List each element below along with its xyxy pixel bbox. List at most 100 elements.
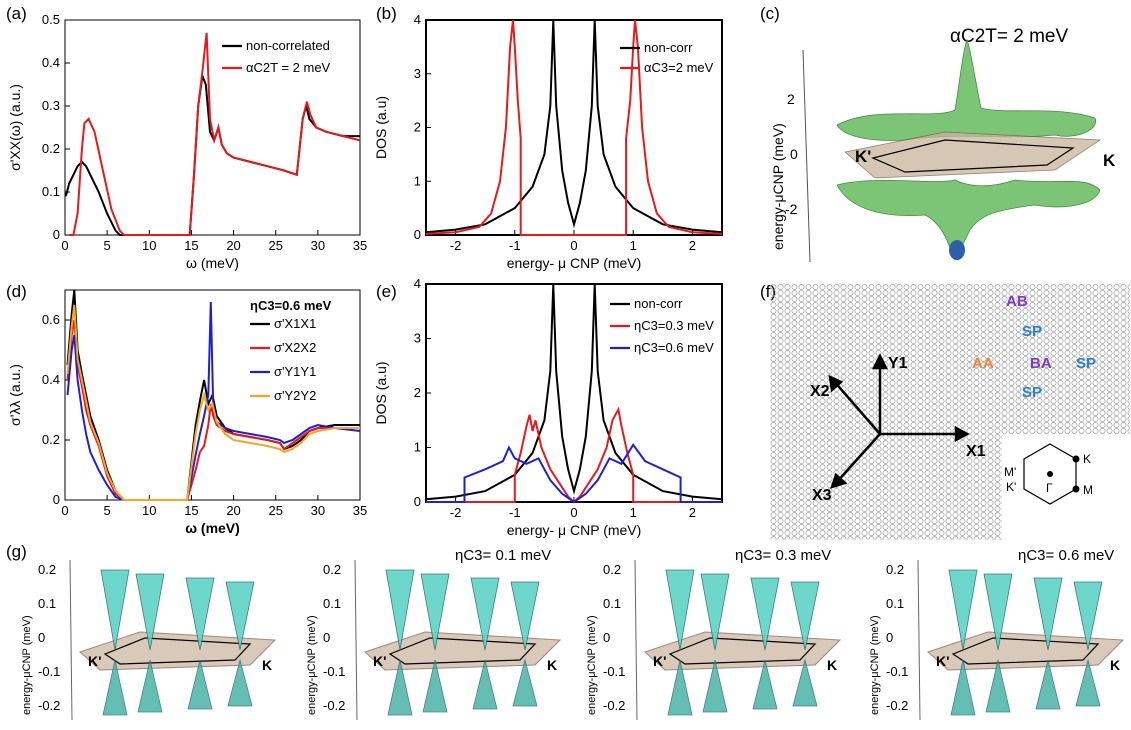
x-tick-label: -2: [450, 238, 462, 253]
y-tick-label: 0.6: [42, 312, 60, 327]
bz-label-kprime: K': [1006, 480, 1016, 494]
x-tick-label: 5: [104, 238, 111, 253]
surface-plot-c: αC2T= 2 meV energy-μCNP (meV) 2 0 -2 K' …: [770, 26, 1116, 263]
z-tick-g: -0.2: [886, 698, 908, 713]
series-line-0: [425, 19, 723, 234]
z-tick-g: -0.1: [603, 664, 625, 679]
legend-entry-0: non-corr: [644, 40, 693, 55]
upper-cone: [185, 577, 215, 651]
y-tick-label: 3: [414, 331, 421, 346]
lower-cone: [985, 659, 1011, 713]
x-tick-label: 1: [630, 238, 637, 253]
y-tick-label: 1: [414, 173, 421, 188]
upper-cone: [948, 569, 978, 651]
z-tick-g: 0.1: [603, 596, 621, 611]
lower-band-surface: [836, 179, 1101, 261]
bz-hexagon-g: [668, 637, 817, 665]
y-tick-label: 4: [414, 12, 421, 27]
z-tick-g: 0.2: [323, 562, 341, 577]
x-tick-label: 0: [61, 503, 68, 518]
x-tick-label: 30: [311, 238, 325, 253]
bz-hexagon-g: [951, 637, 1100, 665]
point-kprime-g: K': [88, 653, 101, 669]
upper-cone: [225, 581, 255, 651]
panel-label-c: (c): [760, 4, 780, 23]
lattice-axes: [828, 353, 970, 489]
upper-cone: [385, 569, 415, 651]
x-axis-label: ω (meV): [186, 255, 239, 271]
z-tick-g: -0.2: [38, 698, 60, 713]
z-tick-g: -0.1: [323, 664, 345, 679]
moire-lattice-f: AB SP AA BA SP SP X1 X2 X3 Y1 K M' K' Γ …: [770, 284, 1130, 540]
lower-cone: [950, 659, 976, 716]
lower-cone: [387, 659, 413, 716]
surface-c-title: αC2T= 2 meV: [950, 26, 1068, 47]
legend-entry-0: non-correlated: [246, 38, 330, 53]
bz-label-mprime: M': [1004, 465, 1016, 479]
subtitle-g: ηC3= 0.1 meV: [455, 547, 551, 564]
bz-hexagon-g: [103, 637, 252, 665]
legend-entry-1: ηC3=0.3 meV: [634, 318, 714, 333]
legend-entry-0: σ'X1X1: [274, 316, 316, 331]
lower-cone: [472, 659, 498, 710]
z-tick-c-2: 2: [787, 91, 795, 107]
upper-cone: [700, 573, 730, 651]
y-tick-label: 0.5: [42, 12, 60, 27]
lower-cone: [752, 659, 778, 710]
y-tick-label: 2: [414, 385, 421, 400]
z-tick-c-m2: -2: [785, 201, 798, 217]
x-tick-label: -1: [509, 505, 521, 520]
fermi-plane-g: [364, 631, 562, 671]
x-tick-label: 0: [570, 505, 577, 520]
gamma-point: [1047, 471, 1053, 477]
lower-cone: [1075, 658, 1101, 707]
legend-entry-1: αC3=2 meV: [644, 60, 714, 75]
region-ab: AB: [1006, 293, 1028, 310]
y-tick-label: 2: [414, 120, 421, 135]
y-tick-label: 1: [414, 440, 421, 455]
lower-cone: [792, 658, 818, 707]
y-tick-label: 4: [414, 276, 421, 291]
z-tick-g: -0.1: [886, 664, 908, 679]
z-tick-g: 0: [38, 630, 45, 645]
chart-b: -2 -1 0 1 2 0 1 2 3 4 energy- μ CNP (meV) DOS (a.u)…: [373, 12, 723, 271]
upper-cone: [983, 573, 1013, 651]
legend-entry-2: ηC3=0.6 meV: [634, 340, 714, 355]
z-tick-g: 0.2: [38, 562, 56, 577]
y-tick-label: 0.3: [42, 98, 60, 113]
axis-x1: X1: [966, 443, 986, 460]
k-point: [1072, 455, 1080, 463]
y-tick-label: 0: [53, 227, 60, 242]
point-kprime-g: K': [936, 653, 949, 669]
upper-cone: [510, 581, 540, 651]
z-tick-c-0: 0: [790, 146, 798, 162]
z-tick-g: 0.2: [886, 562, 904, 577]
upper-cone: [100, 569, 130, 651]
x-tick-label: 30: [311, 503, 325, 518]
chart-e: -2 -1 0 1 2 0 1 2 3 4 energy- μ CNP (meV) DOS (a.u)…: [373, 276, 723, 538]
upper-cone: [790, 581, 820, 651]
z-tick-g: -0.2: [323, 698, 345, 713]
x-tick-label: 35: [353, 503, 367, 518]
x-tick-label: 5: [104, 503, 111, 518]
z-axis-label-c: energy-μCNP (meV): [770, 123, 786, 250]
legend-entry-1: σ'X2X2: [274, 340, 316, 355]
z-axis-label-g: energy-μCNP (meV): [306, 615, 318, 715]
fermi-plane-g: [79, 631, 277, 671]
lower-cone: [187, 659, 213, 710]
y-axis-label: σ'λλ (a.u.): [7, 364, 23, 426]
y-tick-label: 0: [414, 494, 421, 509]
lower-cone: [137, 659, 163, 713]
panel-label-d: (d): [6, 282, 27, 301]
upper-cone: [470, 577, 500, 651]
legend-entry-1: αC2T = 2 meV: [246, 60, 331, 75]
x-tick-label: 10: [142, 238, 156, 253]
x-tick-label: 35: [353, 238, 367, 253]
z-axis-g: [69, 559, 73, 721]
x-axis-label: energy- μ CNP (meV): [507, 522, 642, 538]
lower-cone: [702, 659, 728, 713]
y-tick-label: 0.2: [42, 141, 60, 156]
region-sp-1: SP: [1022, 323, 1042, 340]
chart-a: 0 5 10 15 20 25 30 35 0 0.1 0.2 0.3 0.4 0.5 ω (meV) σ'X…: [7, 12, 367, 271]
